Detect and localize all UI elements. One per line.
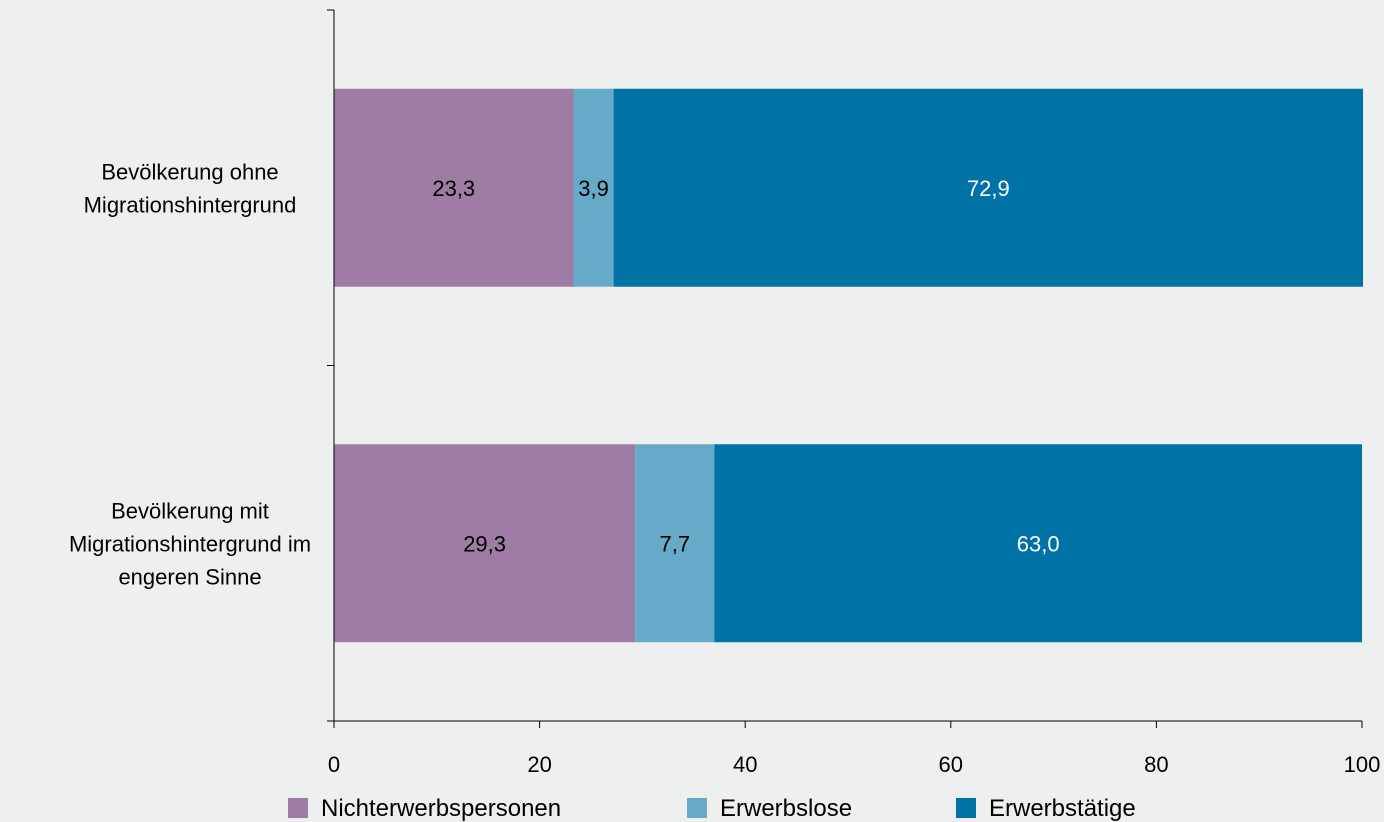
bars-group: 23,3 3,9 72,9 29,3 7,7 63,0 — [334, 88, 1364, 643]
data-label: 3,9 — [578, 176, 609, 201]
category-label: Bevölkerung mit Migrationshintergrund im e… — [69, 498, 311, 589]
data-label: 63,0 — [1017, 531, 1060, 556]
legend-label: Nichterwerbspersonen — [321, 795, 561, 822]
x-tick-label: 80 — [1144, 752, 1168, 777]
x-tick-label: 100 — [1344, 752, 1381, 777]
legend-label: Erwerbstätige — [989, 795, 1136, 822]
x-tick-label: 0 — [328, 752, 340, 777]
bar-segment — [334, 88, 574, 287]
data-label: 23,3 — [432, 176, 475, 201]
data-label: 29,3 — [463, 531, 506, 556]
bar-segment — [714, 444, 1362, 643]
x-tick-label: 40 — [733, 752, 757, 777]
legend-label: Erwerbslose — [720, 795, 852, 822]
category-label-line: Bevölkerung mit — [111, 498, 269, 523]
category-label: Bevölkerung ohne Migrationshintergrund — [84, 159, 297, 217]
bar-segment — [573, 88, 614, 287]
category-label-line: Migrationshintergrund im — [69, 531, 311, 556]
legend: Nichterwerbspersonen Erwerbslose Erwerbstä… — [288, 795, 1136, 822]
x-tick-label: 20 — [527, 752, 551, 777]
axes-group: 0 20 40 60 80 100 Bevölkerung ohne Migrationshi… — [69, 9, 1381, 777]
category-label-line: Migrationshintergrund — [84, 192, 297, 217]
data-label: 7,7 — [659, 531, 690, 556]
bar-segment — [613, 88, 1364, 287]
legend-swatch — [687, 798, 707, 818]
legend-swatch — [288, 798, 308, 818]
bar-segment — [635, 444, 715, 643]
category-label-line: engeren Sinne — [118, 564, 261, 589]
bar-segment — [334, 444, 636, 643]
data-label: 72,9 — [967, 176, 1010, 201]
legend-swatch — [956, 798, 976, 818]
x-tick-label: 60 — [939, 752, 963, 777]
category-label-line: Bevölkerung ohne — [101, 159, 278, 184]
